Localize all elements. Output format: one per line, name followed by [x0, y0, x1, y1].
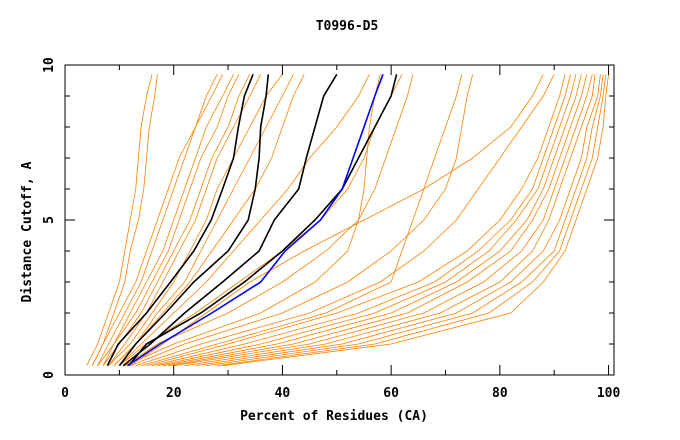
series-line-o15	[124, 74, 381, 367]
series-line-o3	[91, 74, 218, 366]
series-line-o30	[129, 74, 544, 367]
tick-layer	[65, 65, 614, 375]
series-line-o27	[206, 74, 604, 367]
series-line-o6	[102, 74, 240, 366]
series-line-o28	[217, 74, 607, 367]
x-tick-label: 40	[275, 386, 291, 401]
series-line-o20	[151, 74, 571, 367]
y-tick-labels: 0 5 10	[42, 57, 57, 379]
series-line-o1	[86, 74, 153, 366]
x-axis-label: Percent of Residues (CA)	[240, 409, 428, 424]
series-line-o11	[113, 74, 305, 366]
x-tick-labels: 0 20 40 60 80 100	[61, 386, 620, 401]
x-tick-label: 100	[597, 386, 621, 401]
series-line-black2	[118, 74, 270, 367]
series-layer	[86, 73, 609, 367]
series-line-o9	[108, 74, 283, 366]
series-line-o18	[140, 74, 463, 367]
y-tick-label: 5	[42, 216, 57, 224]
x-tick-label: 20	[166, 386, 182, 401]
series-line-blue	[127, 74, 384, 367]
series-line-o8	[108, 74, 262, 366]
series-line-o29	[222, 74, 609, 367]
series-line-o24	[173, 74, 593, 367]
series-line-o7	[102, 74, 251, 366]
series-line-o22	[162, 74, 582, 367]
series-line-o10	[113, 74, 294, 366]
series-line-black3	[122, 73, 338, 367]
series-line-o19	[146, 74, 566, 367]
series-line-o25	[184, 74, 596, 367]
y-tick-label: 10	[42, 57, 57, 73]
series-line-o5	[97, 74, 234, 366]
series-line-black4	[127, 74, 398, 367]
series-line-black1	[106, 74, 254, 367]
series-line-o2	[91, 74, 158, 366]
series-line-o12	[119, 74, 370, 366]
x-tick-label: 80	[492, 386, 508, 401]
series-line-o23	[168, 74, 588, 367]
series-line-o21	[157, 74, 577, 367]
series-line-o16	[130, 74, 474, 367]
y-tick-label: 0	[42, 371, 57, 379]
series-line-o14	[124, 74, 414, 367]
series-line-o26	[195, 74, 601, 367]
x-tick-label: 60	[383, 386, 399, 401]
x-tick-label: 0	[61, 386, 69, 401]
chart-title: T0996-D5	[316, 19, 379, 34]
y-axis-label: Distance Cutoff, A	[20, 161, 35, 302]
series-line-o4	[97, 74, 223, 366]
series-line-o17	[135, 74, 555, 367]
plot-frame	[64, 64, 615, 376]
